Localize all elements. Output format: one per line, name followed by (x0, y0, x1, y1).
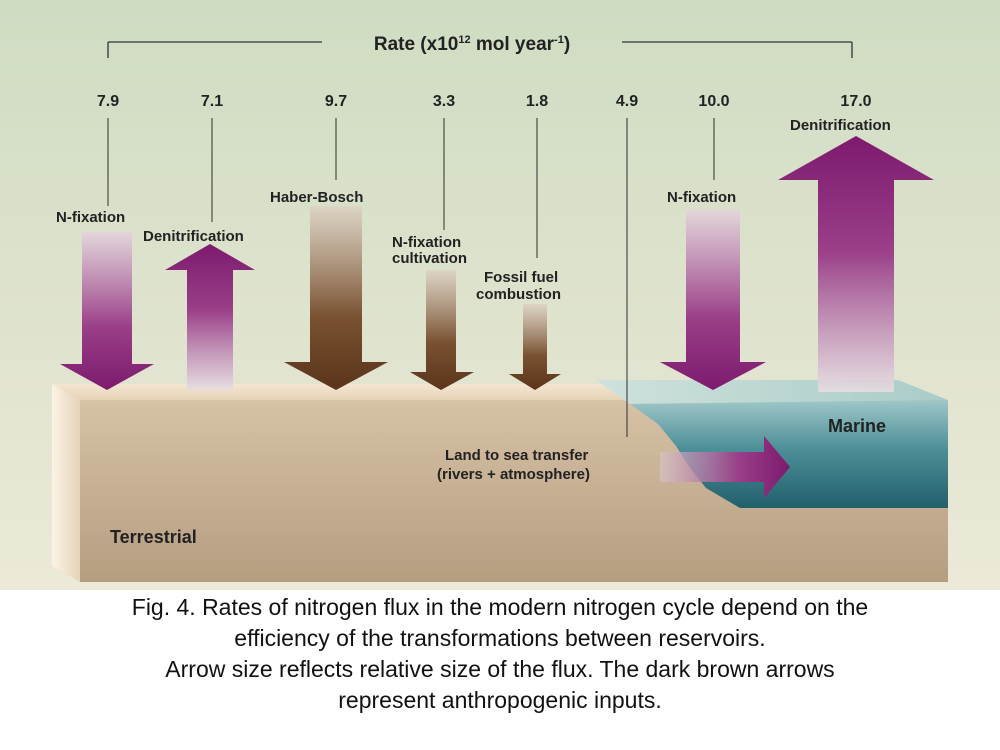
rate-value-haber-bosch: 9.7 (325, 93, 347, 110)
haber-bosch-label: Haber-Bosch (270, 189, 363, 206)
rate-value-land-to-sea: 4.9 (616, 93, 638, 110)
caption-line: Arrow size reflects relative size of the… (165, 656, 835, 682)
rate-axis-title: Rate (x1012 mol year-1) (374, 34, 570, 55)
marine-denitrification-label: Denitrification (790, 117, 891, 134)
terrestrial-n-fixation-arrow (60, 232, 154, 390)
terrestrial-denitrification-arrow (165, 244, 255, 390)
rate-value-marine-n-fixation: 10.0 (698, 93, 729, 110)
fossil-fuel-arrow (509, 304, 561, 390)
rate-value-fossil-fuel: 1.8 (526, 93, 548, 110)
terrestrial-n-fixation-label: N-fixation (56, 209, 125, 226)
marine-denitrification-arrow (778, 136, 934, 392)
land-side-face (52, 384, 80, 582)
land-to-sea-arrow (660, 436, 790, 498)
cultivation-label: N-fixation cultivation (392, 234, 467, 267)
land-to-sea-label: Land to sea transfer (rivers + atmospher… (437, 447, 593, 483)
marine-label: Marine (828, 416, 886, 436)
rate-value-cultivation: 3.3 (433, 93, 455, 110)
sea-surface (596, 380, 948, 404)
marine-n-fixation-label: N-fixation (667, 189, 736, 206)
terrestrial-label: Terrestrial (110, 527, 197, 547)
figure-caption: Fig. 4. Rates of nitrogen flux in the mo… (0, 592, 1000, 742)
rate-value-terrestrial-denitrification: 7.1 (201, 93, 223, 110)
caption-line: efficiency of the transformations betwee… (234, 625, 766, 651)
rate-value-marine-denitrification: 17.0 (840, 93, 871, 110)
leader-lines (107, 118, 715, 437)
rate-bracket (107, 41, 853, 58)
nitrogen-cycle-diagram: Rate (x1012 mol year-1) 7.9 7.1 9.7 3.3 … (0, 0, 1000, 590)
fossil-fuel-label: Fossil fuel combustion (476, 269, 562, 303)
rate-value-terrestrial-n-fixation: 7.9 (97, 93, 119, 110)
haber-bosch-arrow (284, 206, 388, 390)
cultivation-arrow (410, 270, 474, 390)
caption-line: represent anthropogenic inputs. (338, 687, 662, 713)
nitrogen-cycle-figure: Rate (x1012 mol year-1) 7.9 7.1 9.7 3.3 … (0, 0, 1000, 590)
terrestrial-denitrification-label: Denitrification (143, 228, 244, 245)
marine-n-fixation-arrow (660, 210, 766, 390)
caption-line: Fig. 4. Rates of nitrogen flux in the mo… (131, 594, 869, 620)
